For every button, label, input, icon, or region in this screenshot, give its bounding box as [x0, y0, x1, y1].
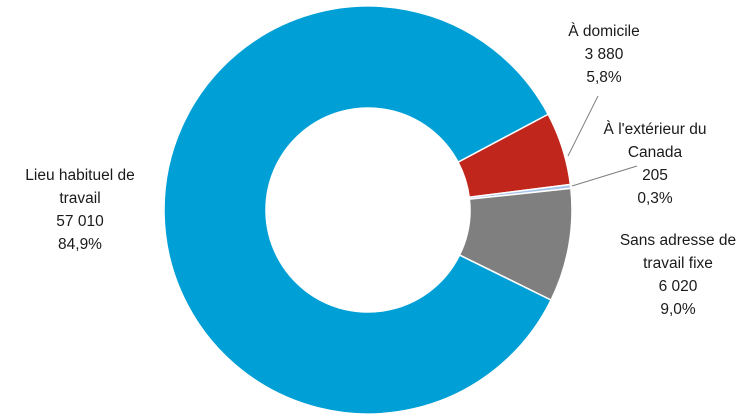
percent-label: 84,9%: [58, 236, 102, 253]
label-line: Canada: [628, 144, 683, 161]
label-line: À domicile: [568, 23, 640, 40]
leader-line-a-l-exterieur-du-canada: [571, 165, 638, 187]
label-a-l-exterieur-du-canada: À l'extérieur du Canada 205 0,3%: [604, 121, 707, 207]
percent-label: 5,8%: [586, 69, 622, 86]
label-line: Sans adresse de: [620, 232, 736, 249]
label-line: travail: [59, 190, 100, 207]
label-line: Lieu habituel de: [25, 167, 134, 184]
percent-label: 9,0%: [660, 301, 696, 318]
donut-slices: [163, 5, 573, 415]
label-line: À l'extérieur du: [604, 121, 707, 138]
label-lieu-habituel-de-travail: Lieu habituel de travail 57 010 84,9%: [25, 167, 134, 253]
value-label: 205: [642, 167, 668, 184]
percent-label: 0,3%: [637, 190, 673, 207]
value-label: 6 020: [659, 278, 698, 295]
slice-labels: À domicile 3 880 5,8% À l'extérieur du Canad…: [25, 23, 736, 318]
value-label: 3 880: [585, 46, 624, 63]
label-sans-adresse-de-travail-fixe: Sans adresse de travail fixe 6 020 9,0%: [620, 232, 736, 318]
leader-lines: [567, 95, 638, 187]
label-line: travail fixe: [643, 255, 713, 272]
slice-lieu-habituel-de-travail: [163, 5, 553, 415]
label-a-domicile: À domicile 3 880 5,8%: [568, 23, 640, 86]
leader-line-a-domicile: [567, 95, 599, 157]
value-label: 57 010: [56, 213, 104, 230]
